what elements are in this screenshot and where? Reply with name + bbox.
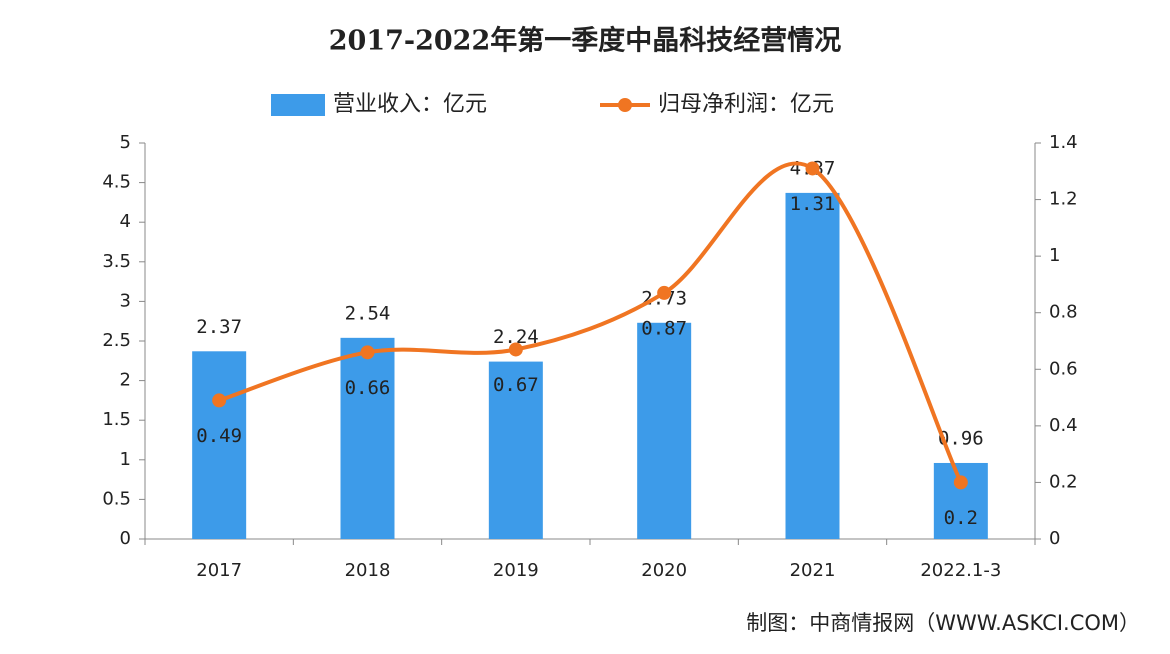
bar [488,361,543,539]
bar-label: 2.54 [345,302,391,324]
y2-tick-label: 0.6 [1049,358,1078,379]
y2-tick-label: 0.4 [1049,415,1078,436]
y-tick-label: 0 [120,528,131,549]
x-tick-label: 2020 [641,560,687,581]
y-tick-label: 2.5 [102,330,131,351]
y2-tick-label: 1 [1049,245,1060,266]
legend-swatch [618,98,632,112]
x-tick-label: 2022.1-3 [920,560,1001,581]
y2-tick-label: 0.8 [1049,302,1078,323]
line-label: 0.66 [345,377,391,399]
bar [340,337,395,539]
line-point [212,393,227,408]
bar [637,322,692,539]
bar-label: 2.24 [493,326,539,348]
line-label: 0.87 [641,317,687,339]
y2-tick-label: 0 [1049,528,1060,549]
line [218,161,963,484]
legend-swatch [271,94,325,116]
line-point [508,342,523,357]
x-tick-label: 2017 [196,560,242,581]
line-point [657,285,672,300]
y-tick-label: 1.5 [102,409,131,430]
bar [192,351,247,539]
line-label: 0.49 [196,425,242,447]
y-tick-label: 3 [120,290,131,311]
y-tick-label: 4 [120,211,131,232]
bar [785,192,840,539]
line-point [805,161,820,176]
y-tick-label: 5 [120,132,131,153]
y-tick-label: 2 [120,370,131,391]
legend-label: 归母净利润：亿元 [658,92,834,117]
line-label: 0.2 [944,507,978,529]
line-point [360,345,375,360]
x-tick-label: 2018 [345,560,391,581]
source: 制图：中商情报网（WWW.ASKCI.COM） [746,611,1140,635]
y2-tick-label: 0.2 [1049,471,1078,492]
legend-label: 营业收入：亿元 [333,92,487,117]
x-tick-label: 2021 [790,560,836,581]
line-label: 0.67 [493,374,539,396]
y-tick-label: 0.5 [102,488,131,509]
y-tick-label: 4.5 [102,172,131,193]
bar-label: 2.37 [196,316,242,338]
chart-title: 2017-2022年第一季度中晶科技经营情况 [329,25,842,57]
bar-label: 0.96 [938,427,984,449]
y-tick-label: 1 [120,449,131,470]
line-label: 1.31 [790,193,836,215]
x-tick-label: 2019 [493,560,539,581]
y-tick-label: 3.5 [102,251,131,272]
y2-tick-label: 1.4 [1049,132,1078,153]
y2-tick-label: 1.2 [1049,189,1078,210]
line-point [953,475,968,490]
